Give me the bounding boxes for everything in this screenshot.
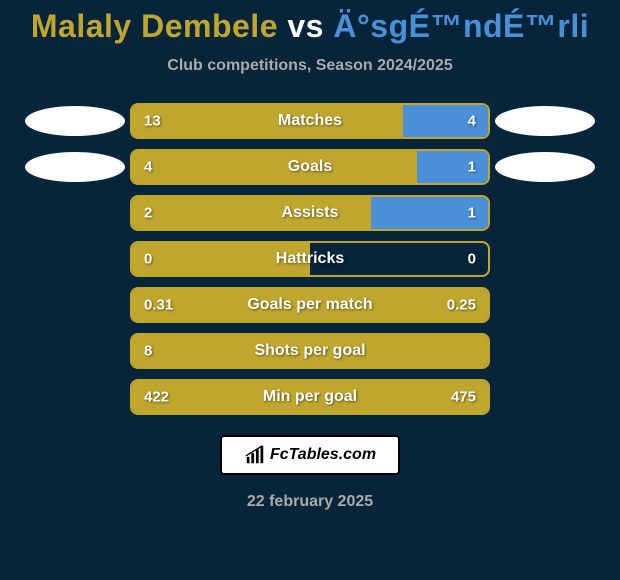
club-logo-left [20,106,130,136]
stat-label: Min per goal [263,388,357,406]
club-logo-right [490,106,600,136]
logo-placeholder-icon [25,152,125,182]
date-text: 22 february 2025 [0,493,620,511]
stat-value-right: 0 [468,251,476,268]
player1-name: Malaly Dembele [31,8,278,44]
stat-value-left: 13 [144,113,161,130]
bar-left-fill [132,151,417,183]
stat-row: 8 Shots per goal [0,333,620,369]
stat-label: Hattricks [276,250,344,268]
bar-right-fill [417,151,488,183]
stat-bar: 13 4 Matches [130,103,490,139]
stat-value-right: 0.25 [447,297,476,314]
stat-label: Goals [288,158,332,176]
stat-row: 2 1 Assists [0,195,620,231]
stat-value-left: 2 [144,205,152,222]
stat-value-left: 0.31 [144,297,173,314]
stat-value-left: 4 [144,159,152,176]
stat-label: Shots per goal [254,342,365,360]
subtitle: Club competitions, Season 2024/2025 [0,57,620,75]
chart-icon [244,444,266,466]
stat-bar: 422 475 Min per goal [130,379,490,415]
stat-label: Goals per match [247,296,372,314]
player2-name: Ä°sgÉ™ndÉ™rli [333,8,589,44]
fctables-badge: FcTables.com [220,435,400,475]
logo-placeholder-icon [25,106,125,136]
stat-value-right: 1 [468,159,476,176]
stat-row: 4 1 Goals [0,149,620,185]
stat-bar: 8 Shots per goal [130,333,490,369]
logo-placeholder-icon [495,152,595,182]
stat-value-left: 8 [144,343,152,360]
stat-bar: 0.31 0.25 Goals per match [130,287,490,323]
club-logo-left [20,152,130,182]
bar-left-fill [132,105,403,137]
club-logo-right [490,152,600,182]
logo-placeholder-icon [495,106,595,136]
stat-label: Matches [278,112,342,130]
stat-value-left: 422 [144,389,169,406]
stat-bar: 0 0 Hattricks [130,241,490,277]
page-title: Malaly Dembele vs Ä°sgÉ™ndÉ™rli [0,8,620,45]
comparison-infographic: Malaly Dembele vs Ä°sgÉ™ndÉ™rli Club com… [0,0,620,580]
stats-container: 13 4 Matches 4 1 Goals 2 1 Assists 0 0 Hattricks 0.3… [0,103,620,415]
stat-row: 0.31 0.25 Goals per match [0,287,620,323]
stat-bar: 4 1 Goals [130,149,490,185]
attribution-row: FcTables.com [0,435,620,475]
badge-text: FcTables.com [270,446,376,464]
stat-value-right: 4 [468,113,476,130]
stat-label: Assists [282,204,339,222]
stat-value-left: 0 [144,251,152,268]
stat-row: 13 4 Matches [0,103,620,139]
vs-text: vs [287,8,324,44]
stat-value-right: 475 [451,389,476,406]
stat-row: 422 475 Min per goal [0,379,620,415]
stat-value-right: 1 [468,205,476,222]
stat-row: 0 0 Hattricks [0,241,620,277]
stat-bar: 2 1 Assists [130,195,490,231]
